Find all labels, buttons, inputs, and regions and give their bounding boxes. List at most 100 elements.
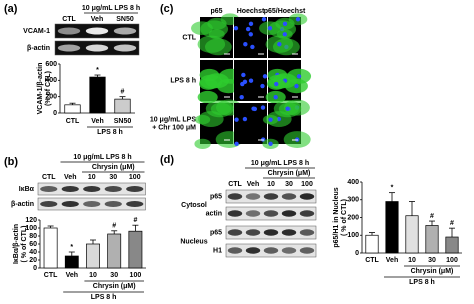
x-tick-label: Veh [386, 257, 398, 264]
blot-band [61, 201, 79, 207]
nucleus [250, 44, 255, 50]
x-group-label: LPS 8 h [91, 294, 117, 301]
row-label: 10 μg/mL LPS [150, 116, 196, 123]
lane-label: Veh [247, 181, 259, 188]
x-tick-label: CTL [66, 118, 80, 125]
nucleus [267, 26, 273, 31]
blot-band [245, 229, 261, 236]
blot-band [83, 186, 101, 192]
blot-header: 10 μg/mL LPS 8 h [73, 154, 131, 161]
column-label: p65/Hoechst [264, 8, 306, 15]
nucleus [273, 94, 278, 100]
blot-band [227, 193, 243, 200]
blot-band [263, 247, 279, 254]
nucleus [248, 32, 253, 37]
lane-label: 30 [285, 181, 293, 188]
blot-band [299, 247, 315, 254]
nucleus [268, 117, 273, 122]
micrograph [234, 103, 267, 144]
bar [64, 104, 81, 114]
blot-band [57, 44, 81, 52]
x-tick-label: 100 [130, 272, 142, 279]
bar [425, 225, 439, 254]
blot-band [85, 44, 109, 52]
blot-band [104, 186, 122, 192]
nucleus [260, 105, 266, 110]
panel-label: (d) [160, 154, 174, 166]
group-label: Cytosol [181, 202, 207, 209]
cell [194, 138, 211, 149]
nucleus [268, 141, 273, 147]
significance-marker: * [96, 67, 99, 74]
y-tick-label: 120 [25, 217, 37, 224]
blot-band [245, 193, 261, 200]
nucleus [295, 17, 301, 22]
lane-label: 30 [109, 174, 117, 181]
x-tick-label: 30 [428, 257, 436, 264]
x-tick-label: Veh [66, 272, 78, 279]
bar [89, 76, 106, 114]
bar [86, 243, 100, 269]
lane-label: CTL [42, 174, 56, 181]
cell [205, 100, 234, 118]
blot-band [263, 210, 279, 217]
y-tick-label: 100 [25, 225, 37, 232]
row-label: p65 [210, 229, 222, 236]
nucleus [241, 72, 246, 78]
x-tick-label: 30 [110, 272, 118, 279]
nucleus [243, 42, 248, 47]
blot-band [263, 193, 279, 200]
x-tick-label: SN50 [114, 118, 132, 125]
y-tick-label: 400 [347, 179, 359, 186]
blot-band [281, 193, 297, 200]
row-label: β-actin [27, 45, 50, 52]
blot-band [113, 44, 137, 52]
blot-band [227, 210, 243, 217]
lane-label: SN50 [116, 16, 134, 23]
y-tick-label: 200 [45, 94, 57, 101]
significance-marker: * [70, 244, 73, 251]
row-label: actin [206, 210, 222, 217]
nucleus [294, 83, 299, 89]
group-label: Nucleus [180, 238, 207, 245]
significance-marker: * [391, 184, 394, 191]
cell [194, 114, 211, 125]
row-label: H1 [213, 247, 222, 254]
blot-band [85, 27, 109, 35]
lane-label: CTL [62, 16, 76, 23]
blot-band [227, 229, 243, 236]
nucleus [261, 17, 267, 22]
blot-band [126, 201, 144, 207]
blot-band [40, 186, 58, 192]
row-label: IκBα [19, 186, 35, 193]
blot-band [245, 247, 261, 254]
nucleus [233, 26, 239, 31]
y-axis-label: (% of CTL) [45, 71, 52, 106]
blot-band [281, 247, 297, 254]
x-tick-label: CTL [365, 257, 379, 264]
nucleus [248, 78, 254, 83]
y-tick-label: 80 [29, 233, 37, 240]
nucleus [282, 21, 288, 26]
y-axis-label: p65/H1 in Nucleus [333, 187, 340, 247]
nucleus [282, 32, 287, 37]
row-label: CTL [182, 34, 196, 41]
panel-label: (b) [4, 156, 18, 168]
blot-band [263, 229, 279, 236]
nucleus [251, 106, 256, 111]
significance-marker: # [121, 89, 125, 96]
x-tick-label: CTL [44, 272, 58, 279]
cell [191, 21, 213, 36]
row-label: p65 [210, 193, 222, 200]
lane-label: Veh [91, 16, 103, 23]
y-axis-label: ( % of CTL) [341, 199, 348, 236]
nucleus [274, 81, 279, 87]
nucleus [240, 81, 245, 87]
blot-band [281, 229, 297, 236]
y-tick-label: 600 [45, 61, 57, 68]
nucleus [296, 74, 302, 79]
bar [365, 234, 379, 254]
bar [43, 227, 58, 269]
row-label: VCAM-1 [23, 28, 50, 35]
